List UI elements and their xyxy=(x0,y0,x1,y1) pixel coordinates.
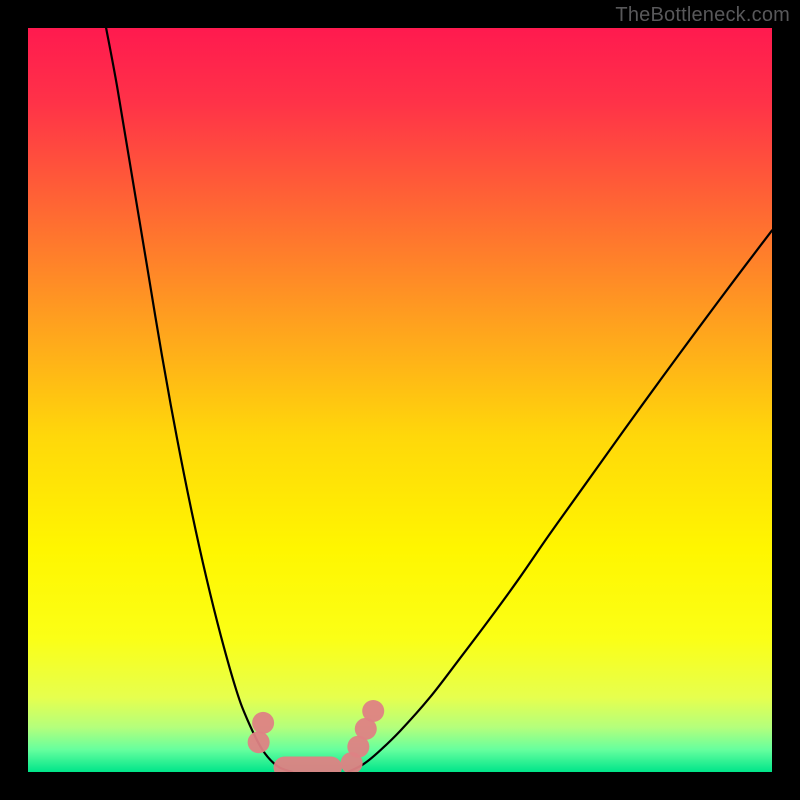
watermark-text: TheBottleneck.com xyxy=(615,4,790,27)
marker-dot xyxy=(362,700,384,722)
marker-dot xyxy=(248,731,270,753)
plot-area xyxy=(28,28,772,772)
marker-dot xyxy=(252,712,274,734)
marker-bar xyxy=(274,757,342,772)
markers-layer xyxy=(28,28,772,772)
